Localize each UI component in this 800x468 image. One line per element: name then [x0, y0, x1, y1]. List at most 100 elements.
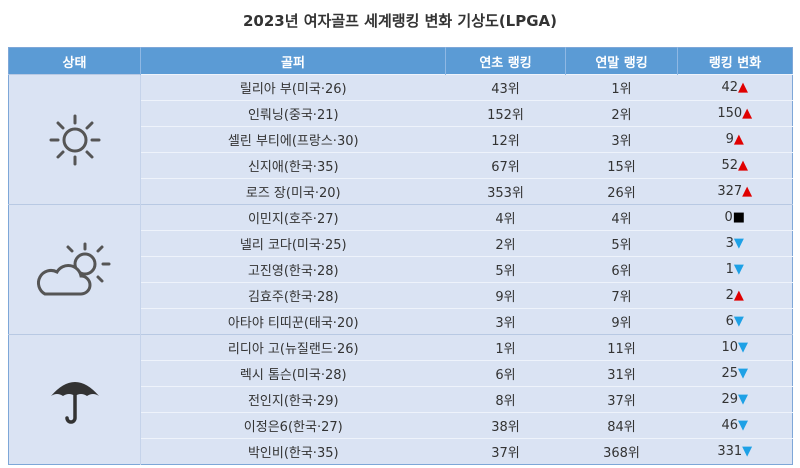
change-value: 150 — [717, 106, 743, 121]
triangle-down-icon: ▼ — [742, 444, 753, 459]
table-row: 박인비(한국·35) 37위 368위 331▼ — [9, 438, 793, 465]
end-rank: 84위 — [565, 412, 678, 439]
table-row: 신지애(한국·35) 67위 15위 52▲ — [9, 152, 793, 179]
table-row: 셀린 부티에(프랑스·30) 12위 3위 9▲ — [9, 126, 793, 153]
change-value: 29 — [721, 392, 739, 407]
triangle-up-icon: ▲ — [738, 158, 749, 173]
end-rank: 2위 — [565, 100, 678, 127]
header-state: 상태 — [8, 47, 141, 75]
triangle-down-icon: ▼ — [738, 392, 749, 407]
triangle-up-icon: ▲ — [733, 288, 744, 303]
golfer-name: 이민지(호주·27) — [140, 204, 446, 231]
table-row: 렉시 톰슨(미국·28) 6위 31위 25▼ — [9, 360, 793, 387]
umbrella-icon — [8, 334, 141, 465]
golfer-name: 이정은6(한국·27) — [140, 412, 446, 439]
start-rank: 353위 — [445, 178, 566, 205]
change-value: 327 — [717, 184, 743, 199]
golfer-name: 넬리 코다(미국·25) — [140, 230, 446, 257]
sun-icon — [8, 74, 141, 205]
end-rank: 1위 — [565, 74, 678, 101]
golfer-name: 로즈 장(미국·20) — [140, 178, 446, 205]
end-rank: 26위 — [565, 178, 678, 205]
change-value: 10 — [721, 340, 739, 355]
change-value: 331 — [717, 444, 743, 459]
header-rank-change: 랭킹 변화 — [677, 47, 793, 75]
start-rank: 9위 — [445, 282, 566, 309]
change-value: 52 — [721, 158, 739, 173]
start-rank: 38위 — [445, 412, 566, 439]
golfer-name: 인뤄닝(중국·21) — [140, 100, 446, 127]
table-row: 리디아 고(뉴질랜드·26) 1위 11위 10▼ — [8, 334, 793, 465]
ranking-table: 상태 골퍼 연초 랭킹 연말 랭킹 랭킹 변화 릴리아 부(미국·26) 43위 1… — [8, 47, 793, 465]
golfer-name: 신지애(한국·35) — [140, 152, 446, 179]
end-rank: 6위 — [565, 256, 678, 283]
rank-change: 25▼ — [677, 360, 793, 387]
triangle-down-icon: ▼ — [738, 366, 749, 381]
start-rank: 67위 — [445, 152, 566, 179]
end-rank: 368위 — [565, 438, 678, 465]
table-row: 전인지(한국·29) 8위 37위 29▼ — [9, 386, 793, 413]
rank-change: 52▲ — [677, 152, 793, 179]
partly-cloudy-icon — [8, 204, 141, 335]
end-rank: 31위 — [565, 360, 678, 387]
change-value: 25 — [721, 366, 739, 381]
table-row: 고진영(한국·28) 5위 6위 1▼ — [9, 256, 793, 283]
change-value: 2 — [725, 288, 734, 303]
start-rank: 43위 — [445, 74, 566, 101]
golfer-name: 고진영(한국·28) — [140, 256, 446, 283]
table-row: 김효주(한국·28) 9위 7위 2▲ — [9, 282, 793, 309]
table-row: 이민지(호주·27) 4위 4위 0■ — [8, 204, 793, 335]
end-rank: 9위 — [565, 308, 678, 335]
table-row: 인뤄닝(중국·21) 152위 2위 150▲ — [9, 100, 793, 127]
end-rank: 5위 — [565, 230, 678, 257]
start-rank: 4위 — [445, 204, 566, 231]
triangle-up-icon: ▲ — [742, 184, 753, 199]
triangle-down-icon: ▼ — [738, 418, 749, 433]
start-rank: 1위 — [445, 334, 566, 361]
golfer-name: 릴리아 부(미국·26) — [140, 74, 446, 101]
golfer-name: 박인비(한국·35) — [140, 438, 446, 465]
start-rank: 12위 — [445, 126, 566, 153]
golfer-name: 전인지(한국·29) — [140, 386, 446, 413]
table-row: 넬리 코다(미국·25) 2위 5위 3▼ — [9, 230, 793, 257]
change-value: 42 — [721, 80, 739, 95]
change-value: 0 — [724, 210, 733, 225]
rank-change: 46▼ — [677, 412, 793, 439]
table-row: 아타야 티띠꾼(태국·20) 3위 9위 6▼ — [9, 308, 793, 335]
change-value: 9 — [725, 132, 734, 147]
start-rank: 37위 — [445, 438, 566, 465]
table-row: 릴리아 부(미국·26) 43위 1위 42▲ — [8, 74, 793, 205]
start-rank: 5위 — [445, 256, 566, 283]
end-rank: 3위 — [565, 126, 678, 153]
triangle-down-icon: ▼ — [733, 236, 744, 251]
triangle-down-icon: ▼ — [738, 340, 749, 355]
rank-change: 150▲ — [677, 100, 793, 127]
triangle-up-icon: ▲ — [733, 132, 744, 147]
golfer-name: 셀린 부티에(프랑스·30) — [140, 126, 446, 153]
end-rank: 37위 — [565, 386, 678, 413]
golfer-name: 아타야 티띠꾼(태국·20) — [140, 308, 446, 335]
end-rank: 7위 — [565, 282, 678, 309]
triangle-up-icon: ▲ — [738, 80, 749, 95]
square-icon: ■ — [732, 210, 746, 225]
triangle-down-icon: ▼ — [733, 262, 744, 277]
end-rank: 15위 — [565, 152, 678, 179]
end-rank: 4위 — [565, 204, 678, 231]
start-rank: 152위 — [445, 100, 566, 127]
rank-change: 1▼ — [677, 256, 793, 283]
triangle-up-icon: ▲ — [742, 106, 753, 121]
change-value: 6 — [725, 314, 734, 329]
golfer-name: 리디아 고(뉴질랜드·26) — [140, 334, 446, 361]
rank-change: 6▼ — [677, 308, 793, 335]
rank-change: 29▼ — [677, 386, 793, 413]
rank-change: 42▲ — [677, 74, 793, 101]
rank-change: 3▼ — [677, 230, 793, 257]
rank-change: 0■ — [677, 204, 793, 231]
rank-change: 9▲ — [677, 126, 793, 153]
rank-change: 10▼ — [677, 334, 793, 361]
table-row: 로즈 장(미국·20) 353위 26위 327▲ — [9, 178, 793, 205]
golfer-name: 김효주(한국·28) — [140, 282, 446, 309]
golfer-name: 렉시 톰슨(미국·28) — [140, 360, 446, 387]
triangle-down-icon: ▼ — [733, 314, 744, 329]
rank-change: 327▲ — [677, 178, 793, 205]
